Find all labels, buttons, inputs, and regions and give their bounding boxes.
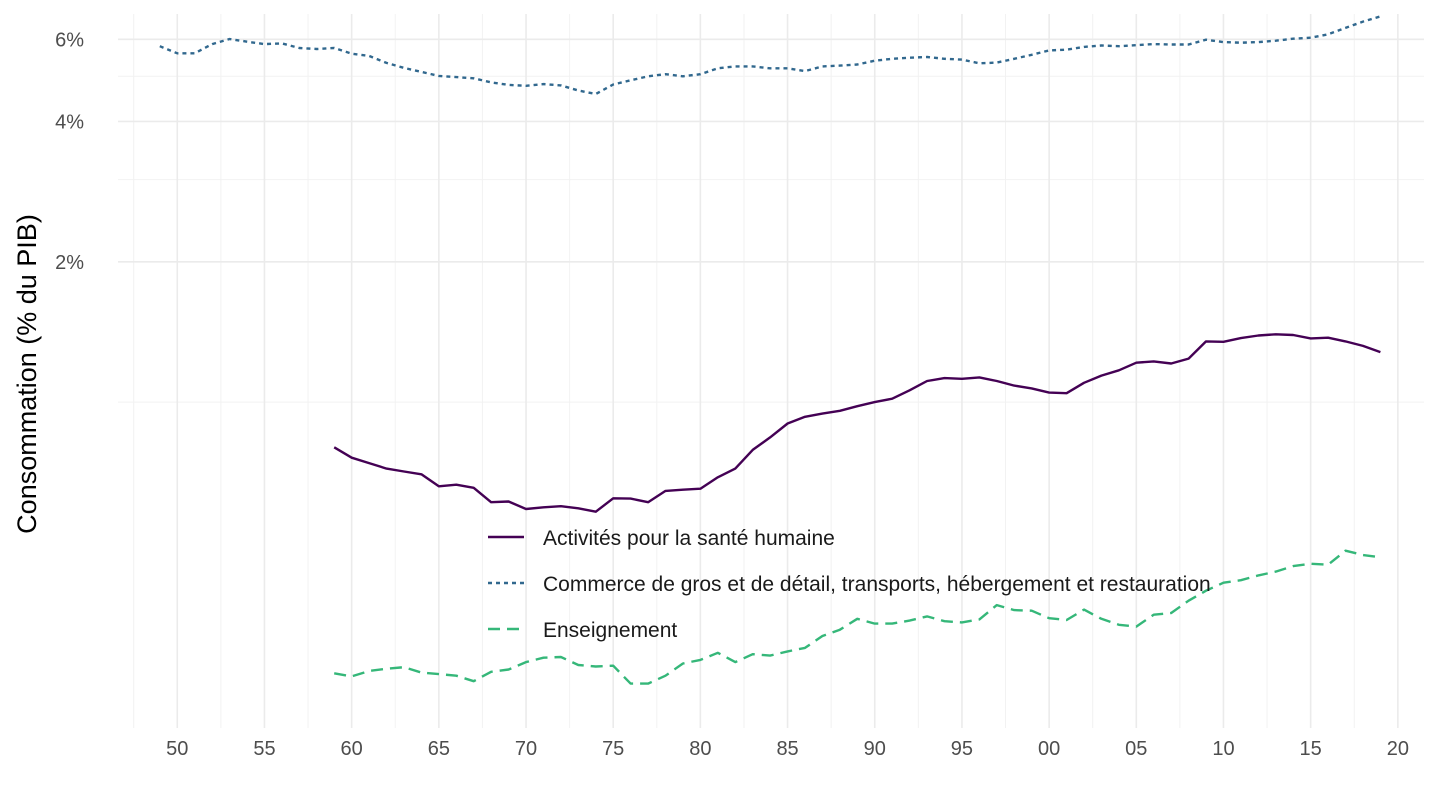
y-tick-label: 6%	[55, 29, 84, 51]
y-tick-label: 4%	[55, 111, 84, 133]
y-axis-title: Consommation (% du PIB)	[12, 214, 42, 534]
x-tick-label: 50	[166, 738, 188, 760]
x-tick-label: 75	[602, 738, 624, 760]
x-tick-label: 55	[253, 738, 275, 760]
y-tick-label: 2%	[55, 252, 84, 274]
x-tick-label: 10	[1212, 738, 1234, 760]
major-gridlines	[118, 14, 1424, 728]
legend: Activités pour la santé humaine Commerce …	[488, 527, 1211, 642]
x-tick-label: 60	[341, 738, 363, 760]
legend-label-1: Activités pour la santé humaine	[543, 527, 835, 550]
x-tick-label: 15	[1300, 738, 1322, 760]
x-tick-label: 80	[689, 738, 711, 760]
x-tick-label: 90	[864, 738, 886, 760]
minor-gridlines	[118, 14, 1424, 728]
x-tick-label: 70	[515, 738, 537, 760]
series-line-1	[333, 333, 1381, 513]
legend-label-3: Enseignement	[543, 619, 677, 642]
x-tick-label: 00	[1038, 738, 1060, 760]
series-line-2	[159, 15, 1381, 96]
y-axis-tick-labels: 2% 4% 6%	[55, 29, 84, 273]
x-tick-label: 65	[428, 738, 450, 760]
x-axis-tick-labels: 50 55 60 65 70 75 80 85 90 95 00 05 10 15 20	[166, 738, 1409, 760]
x-tick-label: 20	[1387, 738, 1409, 760]
series-line-3	[333, 549, 1381, 685]
x-tick-label: 85	[776, 738, 798, 760]
x-tick-label: 95	[951, 738, 973, 760]
x-tick-label: 05	[1125, 738, 1147, 760]
legend-label-2: Commerce de gros et de détail, transport…	[543, 573, 1211, 596]
series-lines	[159, 15, 1381, 685]
